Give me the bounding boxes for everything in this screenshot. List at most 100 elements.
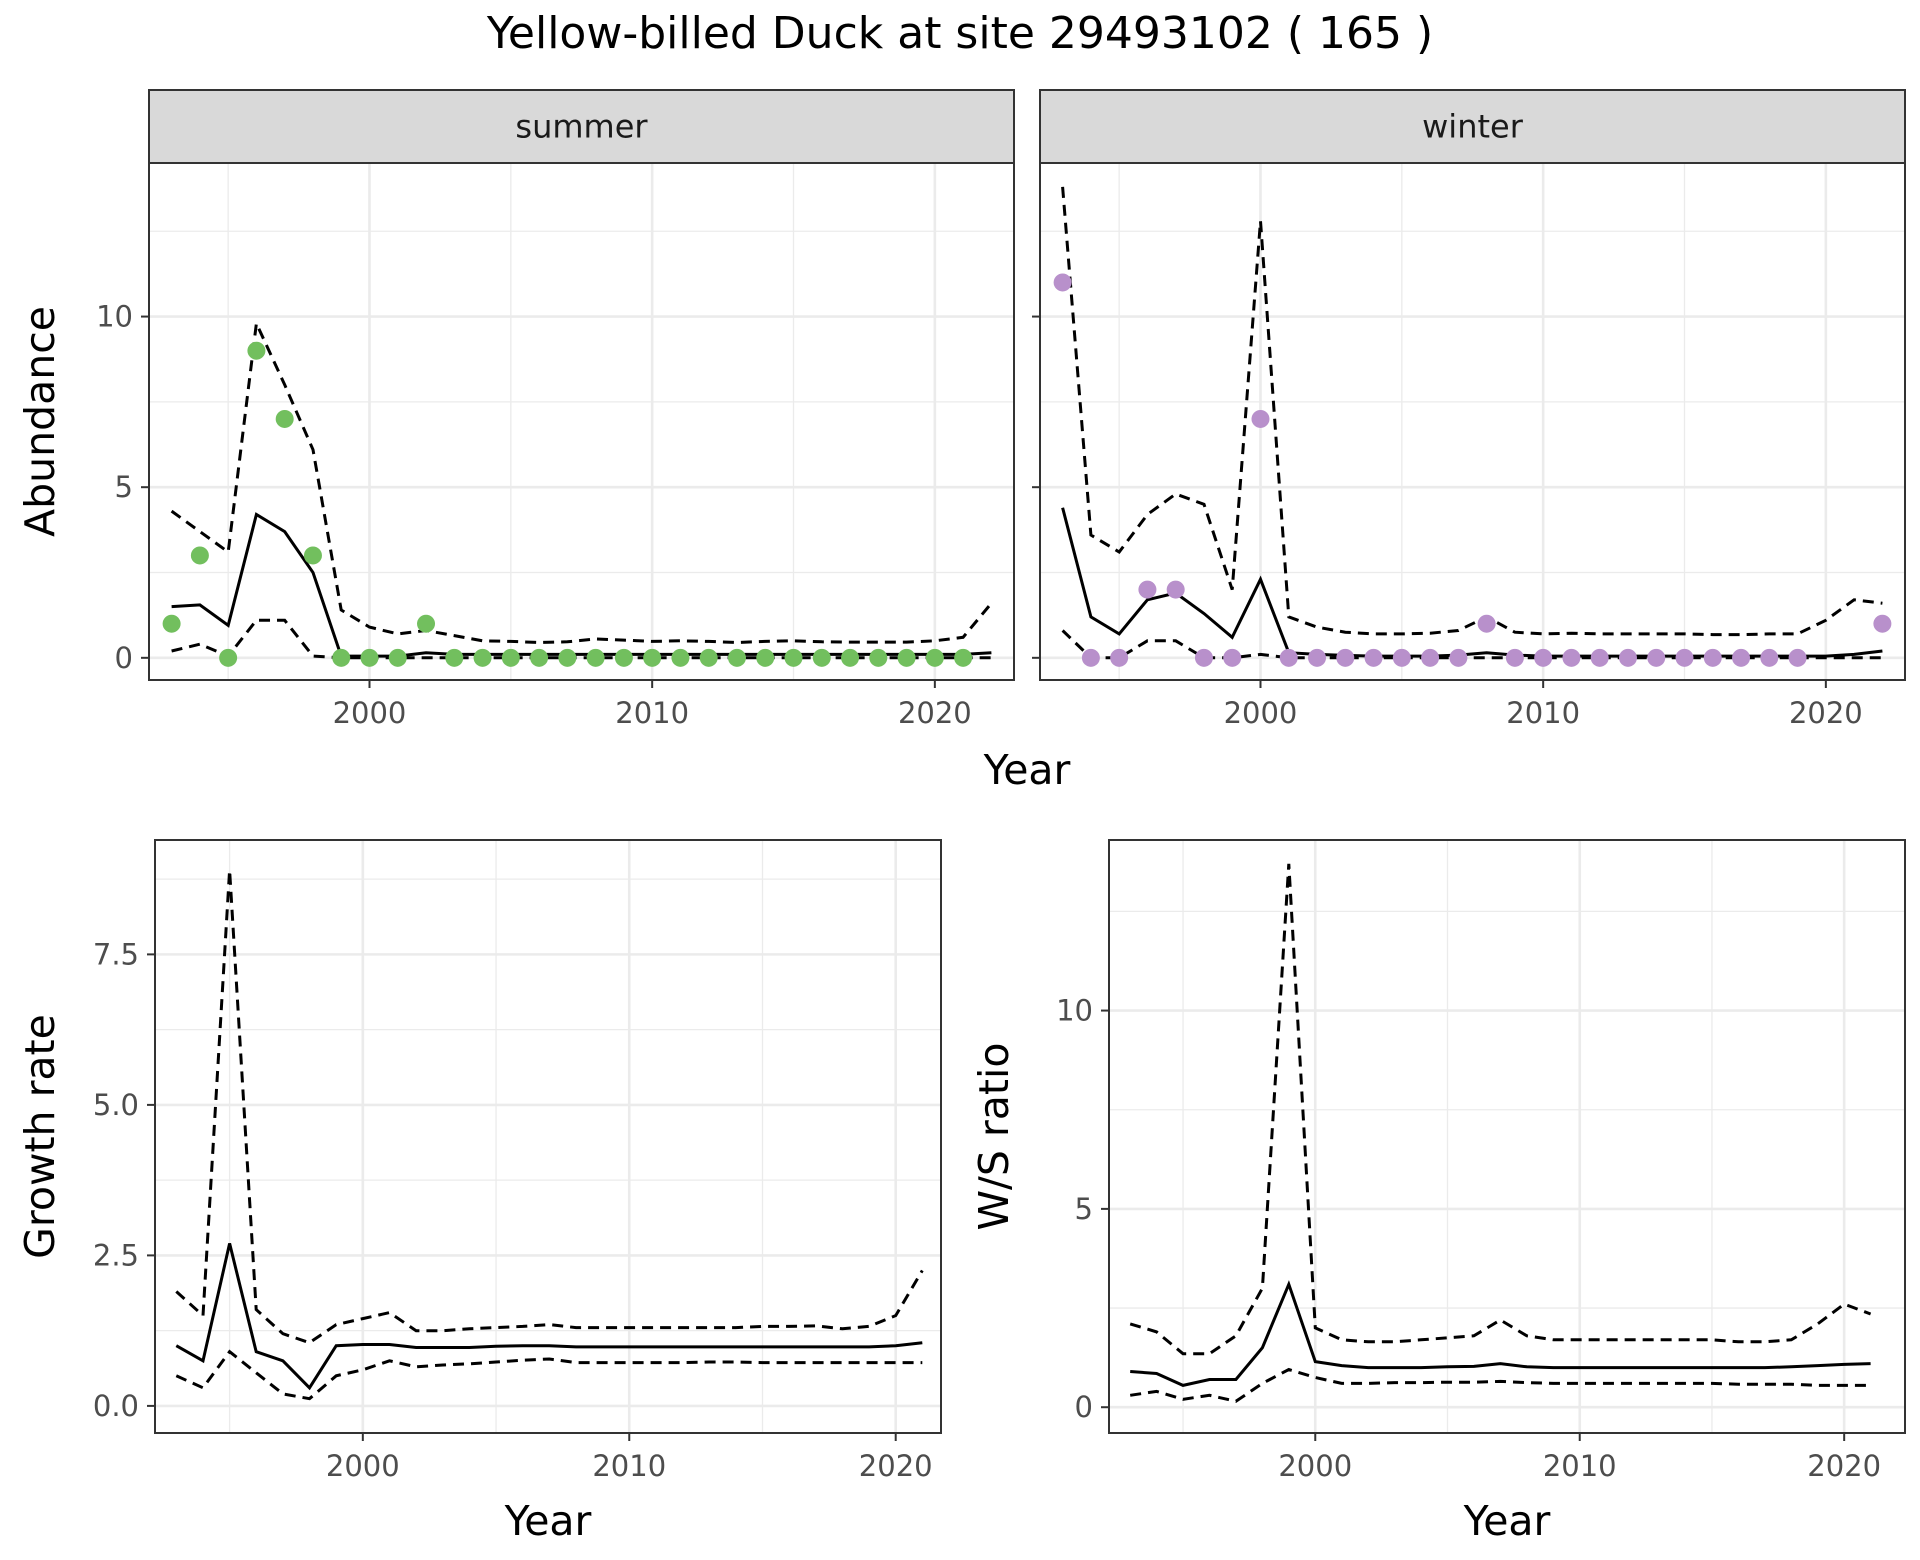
data-point xyxy=(1477,614,1496,633)
data-point xyxy=(473,648,492,667)
data-point xyxy=(501,648,520,667)
data-point xyxy=(643,648,662,667)
data-point xyxy=(1505,648,1524,667)
data-point xyxy=(869,648,888,667)
panel-border xyxy=(154,839,942,1434)
data-point xyxy=(1449,648,1468,667)
data-point xyxy=(1873,614,1892,633)
facet-strip-label: summer xyxy=(515,108,648,146)
data-point xyxy=(614,648,633,667)
data-point xyxy=(1590,648,1609,667)
data-point xyxy=(1421,648,1440,667)
data-point xyxy=(360,648,379,667)
series-lower-line xyxy=(175,1349,923,1401)
data-point xyxy=(162,614,181,633)
series-lower-line xyxy=(1129,1367,1871,1403)
y-tick-label: 10 xyxy=(1056,994,1093,1028)
data-point xyxy=(303,546,322,565)
data-point xyxy=(417,614,436,633)
data-point xyxy=(841,648,860,667)
x-axis-title: Year xyxy=(983,746,1071,794)
data-point xyxy=(671,648,690,667)
data-point xyxy=(1223,648,1242,667)
x-axis-title: Year xyxy=(504,1497,592,1545)
data-point xyxy=(1308,648,1327,667)
data-point xyxy=(1562,648,1581,667)
facet-strip-label: winter xyxy=(1422,108,1524,146)
panel-summer: summer 2000 2010 2020 0 5 10 xyxy=(96,89,1015,730)
plot-background xyxy=(155,840,941,1433)
series-mean-line xyxy=(175,1243,923,1391)
data-point xyxy=(530,648,549,667)
data-point xyxy=(1760,648,1779,667)
x-tick-label: 2010 xyxy=(1506,696,1580,730)
data-point xyxy=(247,341,266,360)
data-point xyxy=(1336,648,1355,667)
data-point xyxy=(727,648,746,667)
x-tick-label: 2020 xyxy=(898,696,972,730)
data-point xyxy=(1364,648,1383,667)
y-tick-label: 2.5 xyxy=(93,1238,139,1272)
panel-ratio: 2000 2010 2020 0 5 10 Year W/S ratio xyxy=(970,839,1906,1545)
data-point xyxy=(1194,648,1213,667)
x-axis-title: Year xyxy=(1463,1497,1551,1545)
data-point xyxy=(558,648,577,667)
data-point xyxy=(190,546,209,565)
y-tick-label: 5 xyxy=(115,470,133,504)
data-point xyxy=(1703,648,1722,667)
panel-growth: 2000 2010 2020 0.0 2.5 5.0 7.5 Year Growth rate xyxy=(16,839,942,1545)
plot-background xyxy=(1109,840,1905,1433)
x-tick-label: 2000 xyxy=(333,696,407,730)
data-point xyxy=(1110,648,1129,667)
data-point xyxy=(275,409,294,428)
y-tick-label: 7.5 xyxy=(93,937,139,971)
data-point xyxy=(388,648,407,667)
y-axis-title: W/S ratio xyxy=(970,1043,1018,1231)
data-point xyxy=(219,648,238,667)
x-tick-label: 2000 xyxy=(1224,696,1298,730)
x-tick-label: 2020 xyxy=(859,1449,933,1483)
data-point xyxy=(1618,648,1637,667)
y-tick-label: 5.0 xyxy=(93,1088,139,1122)
facet-strip xyxy=(1039,89,1906,164)
x-tick-label: 2010 xyxy=(1543,1449,1617,1483)
x-tick-label: 2020 xyxy=(1807,1449,1881,1483)
data-point xyxy=(1166,580,1185,599)
data-point xyxy=(1392,648,1411,667)
data-point xyxy=(1534,648,1553,667)
plot-background xyxy=(1040,163,1905,680)
data-point xyxy=(784,648,803,667)
chart-title: Yellow-billed Duck at site 29493102 ( 16… xyxy=(486,8,1433,59)
panel-winter: winter 2000 2010 2020 xyxy=(1032,89,1906,730)
y-axis-title: Abundance xyxy=(16,306,64,537)
x-tick-label: 2020 xyxy=(1789,696,1863,730)
data-point xyxy=(812,648,831,667)
data-point xyxy=(1251,409,1270,428)
y-tick-label: 10 xyxy=(96,300,133,334)
x-tick-label: 2010 xyxy=(592,1449,666,1483)
data-point xyxy=(1053,273,1072,292)
series-upper-line xyxy=(1061,186,1883,637)
y-tick-label: 0.0 xyxy=(93,1389,139,1423)
data-point xyxy=(586,648,605,667)
y-tick-label: 0 xyxy=(115,641,133,675)
y-tick-label: 0 xyxy=(1075,1390,1093,1424)
data-point xyxy=(925,648,944,667)
data-point xyxy=(756,648,775,667)
x-tick-label: 2010 xyxy=(615,696,689,730)
x-tick-label: 2000 xyxy=(326,1449,400,1483)
series-upper-line xyxy=(175,870,924,1345)
facet-strip xyxy=(148,89,1015,164)
data-point xyxy=(332,648,351,667)
panel-border xyxy=(1108,839,1906,1434)
series-upper-line xyxy=(170,317,993,645)
data-point xyxy=(1732,648,1751,667)
y-tick-label: 5 xyxy=(1075,1192,1093,1226)
data-point xyxy=(1138,580,1157,599)
data-point xyxy=(897,648,916,667)
data-point xyxy=(1279,648,1298,667)
data-point xyxy=(1675,648,1694,667)
data-point xyxy=(954,648,973,667)
data-point xyxy=(445,648,464,667)
